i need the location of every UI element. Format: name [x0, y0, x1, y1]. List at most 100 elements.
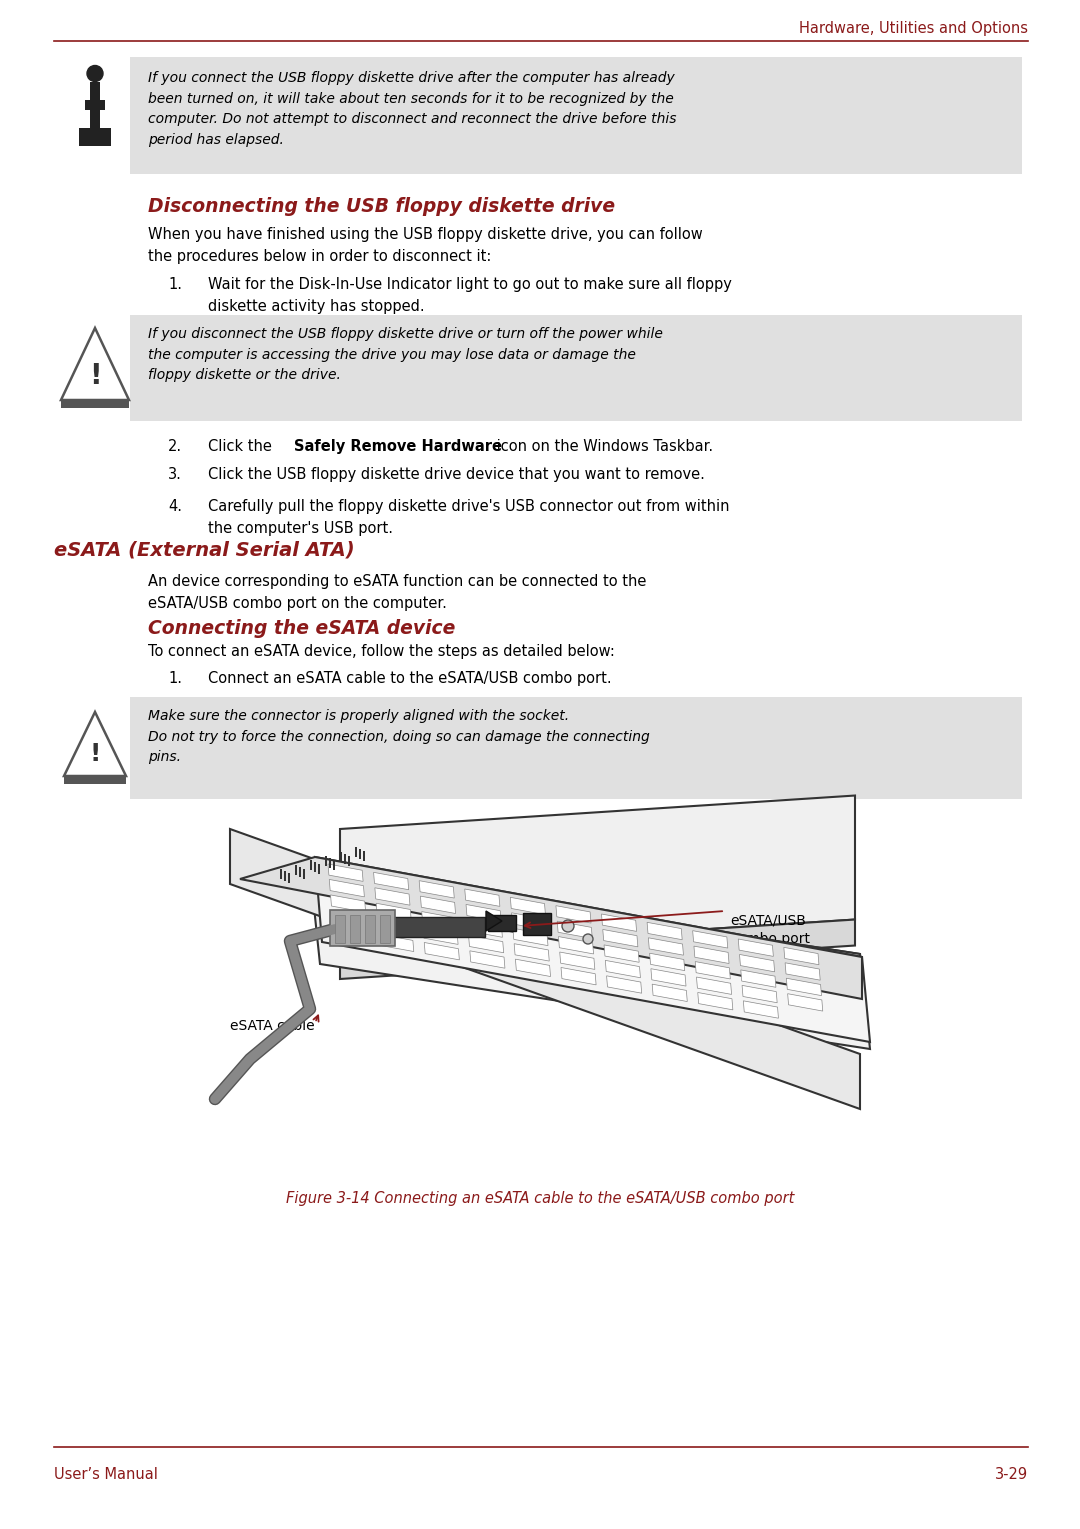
Polygon shape: [561, 968, 596, 985]
Polygon shape: [692, 931, 728, 948]
FancyBboxPatch shape: [488, 914, 516, 931]
Polygon shape: [299, 867, 301, 876]
Polygon shape: [696, 962, 730, 979]
Polygon shape: [60, 329, 129, 401]
Text: Connect an eSATA cable to the eSATA/USB combo port.: Connect an eSATA cable to the eSATA/USB …: [208, 671, 611, 687]
Polygon shape: [315, 856, 870, 1041]
Polygon shape: [314, 862, 316, 873]
Text: Wait for the Disk-In-Use Indicator light to go out to make sure all floppy
diske: Wait for the Disk-In-Use Indicator light…: [208, 277, 732, 313]
FancyBboxPatch shape: [130, 315, 1022, 420]
Text: An device corresponding to eSATA function can be connected to the
eSATA/USB comb: An device corresponding to eSATA functio…: [148, 573, 646, 610]
Polygon shape: [419, 881, 455, 898]
Text: !: !: [90, 742, 100, 766]
Polygon shape: [607, 976, 642, 994]
Polygon shape: [785, 963, 820, 980]
FancyBboxPatch shape: [335, 914, 345, 943]
Polygon shape: [698, 992, 733, 1009]
FancyBboxPatch shape: [350, 914, 360, 943]
Polygon shape: [515, 959, 551, 977]
Text: icon on the Windows Taskbar.: icon on the Windows Taskbar.: [492, 439, 713, 454]
Polygon shape: [377, 919, 413, 936]
Polygon shape: [742, 985, 778, 1003]
Polygon shape: [743, 1001, 779, 1018]
Polygon shape: [332, 910, 367, 928]
Polygon shape: [651, 969, 686, 986]
Polygon shape: [468, 920, 502, 937]
Polygon shape: [513, 928, 548, 945]
Polygon shape: [784, 948, 819, 965]
Text: Hardware, Utilities and Options: Hardware, Utilities and Options: [799, 21, 1028, 37]
Polygon shape: [470, 951, 505, 968]
Polygon shape: [512, 913, 546, 930]
Polygon shape: [280, 870, 282, 879]
Text: eSATA cable: eSATA cable: [230, 1018, 314, 1034]
Polygon shape: [647, 922, 683, 940]
Polygon shape: [345, 853, 346, 864]
Polygon shape: [648, 937, 684, 956]
Circle shape: [87, 66, 103, 81]
Text: If you connect the USB floppy diskette drive after the computer has already
been: If you connect the USB floppy diskette d…: [148, 70, 676, 147]
Polygon shape: [303, 868, 305, 879]
Text: 3.: 3.: [168, 466, 181, 482]
Polygon shape: [605, 960, 640, 977]
FancyBboxPatch shape: [130, 697, 1022, 800]
Polygon shape: [340, 795, 855, 953]
FancyBboxPatch shape: [90, 81, 100, 130]
Circle shape: [583, 934, 593, 943]
Text: Carefully pull the floppy diskette drive's USB connector out from within
the com: Carefully pull the floppy diskette drive…: [208, 498, 729, 535]
Circle shape: [562, 920, 573, 933]
Text: eSATA (External Serial ATA): eSATA (External Serial ATA): [54, 541, 354, 560]
Polygon shape: [310, 861, 312, 870]
Polygon shape: [559, 953, 595, 969]
Polygon shape: [424, 942, 459, 960]
Polygon shape: [240, 856, 862, 998]
Polygon shape: [363, 852, 365, 861]
Polygon shape: [329, 858, 330, 868]
Text: 2.: 2.: [168, 439, 183, 454]
Polygon shape: [348, 856, 350, 865]
Polygon shape: [379, 934, 414, 951]
FancyBboxPatch shape: [60, 399, 129, 408]
Text: 1.: 1.: [168, 277, 183, 292]
FancyBboxPatch shape: [380, 914, 390, 943]
Polygon shape: [288, 873, 291, 884]
Polygon shape: [374, 873, 408, 890]
Text: 3-29: 3-29: [995, 1466, 1028, 1482]
Text: Figure 3-14 Connecting an eSATA cable to the eSATA/USB combo port: Figure 3-14 Connecting an eSATA cable to…: [286, 1191, 794, 1206]
Polygon shape: [375, 888, 410, 905]
Polygon shape: [556, 905, 591, 924]
Polygon shape: [558, 937, 594, 954]
Polygon shape: [464, 888, 500, 907]
Text: !: !: [89, 362, 102, 390]
Polygon shape: [249, 868, 860, 998]
Text: When you have finished using the USB floppy diskette drive, you can follow
the p: When you have finished using the USB flo…: [148, 226, 703, 263]
Polygon shape: [230, 829, 860, 1109]
Text: 4.: 4.: [168, 498, 183, 514]
Polygon shape: [355, 847, 357, 858]
Polygon shape: [420, 896, 456, 913]
Polygon shape: [486, 911, 502, 931]
Text: Disconnecting the USB floppy diskette drive: Disconnecting the USB floppy diskette dr…: [148, 197, 616, 216]
Polygon shape: [694, 946, 729, 963]
Text: eSATA/USB
combo port: eSATA/USB combo port: [730, 914, 810, 946]
Text: Click the: Click the: [208, 439, 276, 454]
FancyBboxPatch shape: [523, 913, 551, 936]
Text: To connect an eSATA device, follow the steps as detailed below:: To connect an eSATA device, follow the s…: [148, 644, 615, 659]
Text: Make sure the connector is properly aligned with the socket.
Do not try to force: Make sure the connector is properly alig…: [148, 709, 650, 764]
Text: If you disconnect the USB floppy diskette drive or turn off the power while
the : If you disconnect the USB floppy diskett…: [148, 327, 663, 382]
Polygon shape: [557, 920, 592, 939]
Polygon shape: [330, 894, 366, 913]
Polygon shape: [340, 852, 342, 862]
FancyBboxPatch shape: [85, 99, 105, 110]
Polygon shape: [284, 872, 286, 881]
Text: Safely Remove Hardware: Safely Remove Hardware: [294, 439, 502, 454]
Polygon shape: [697, 977, 731, 994]
Polygon shape: [333, 861, 335, 870]
Text: Click the USB floppy diskette drive device that you want to remove.: Click the USB floppy diskette drive devi…: [208, 466, 705, 482]
Polygon shape: [603, 930, 638, 946]
Polygon shape: [333, 927, 368, 943]
Text: Connecting the eSATA device: Connecting the eSATA device: [148, 619, 456, 638]
Polygon shape: [602, 914, 636, 931]
FancyBboxPatch shape: [130, 57, 1022, 174]
Polygon shape: [741, 969, 775, 988]
